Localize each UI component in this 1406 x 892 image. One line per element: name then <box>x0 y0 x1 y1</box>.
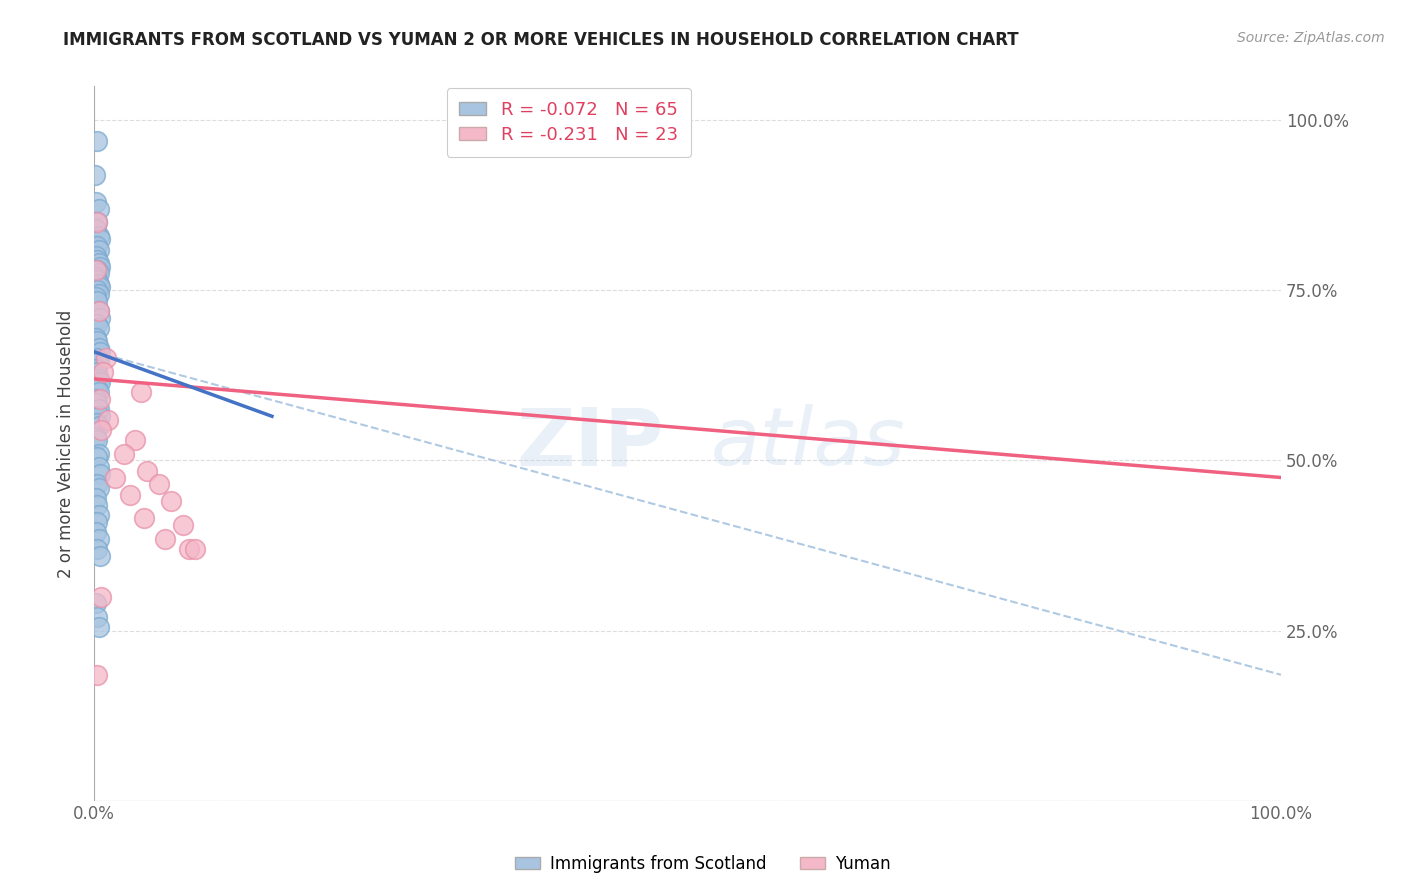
Point <box>89 310 111 325</box>
Point <box>87 620 110 634</box>
Point <box>87 508 110 522</box>
Point <box>86 334 108 349</box>
Point <box>84 194 107 209</box>
Point <box>84 392 107 407</box>
Point <box>131 385 153 400</box>
Point <box>87 341 110 355</box>
Text: ZIP: ZIP <box>516 404 664 483</box>
Point <box>136 464 159 478</box>
Point <box>86 667 108 681</box>
Point <box>90 590 112 604</box>
Point <box>87 481 110 495</box>
Point <box>90 423 112 437</box>
Point <box>86 318 108 332</box>
Point <box>84 430 107 444</box>
Point <box>89 392 111 407</box>
Point <box>84 596 107 610</box>
Point <box>87 372 110 386</box>
Point <box>87 303 110 318</box>
Point <box>86 515 108 529</box>
Point <box>86 284 108 298</box>
Point <box>84 168 107 182</box>
Point <box>86 263 108 277</box>
Point <box>87 385 110 400</box>
Point <box>86 416 108 430</box>
Point <box>184 541 207 556</box>
Point <box>87 277 110 291</box>
Point <box>86 477 108 491</box>
Point <box>86 610 108 624</box>
Point <box>87 243 110 257</box>
Point <box>84 290 107 304</box>
Point <box>87 532 110 546</box>
Point <box>87 402 110 417</box>
Point <box>84 263 107 277</box>
Point <box>86 252 108 267</box>
Point <box>153 532 176 546</box>
Point <box>177 541 200 556</box>
Point <box>86 541 108 556</box>
Point <box>86 395 108 409</box>
Point <box>87 447 110 461</box>
Point <box>86 433 108 447</box>
Point <box>86 382 108 396</box>
Point <box>84 524 107 539</box>
Point <box>87 286 110 301</box>
Point <box>112 447 135 461</box>
Point <box>87 202 110 216</box>
Point <box>89 467 111 482</box>
Point <box>87 256 110 270</box>
Point <box>86 293 108 308</box>
Text: IMMIGRANTS FROM SCOTLAND VS YUMAN 2 OR MORE VEHICLES IN HOUSEHOLD CORRELATION CH: IMMIGRANTS FROM SCOTLAND VS YUMAN 2 OR M… <box>63 31 1019 49</box>
Point <box>160 494 183 508</box>
Y-axis label: 2 or more Vehicles in Household: 2 or more Vehicles in Household <box>58 310 75 578</box>
Point <box>124 433 146 447</box>
Point <box>118 487 141 501</box>
Point <box>87 355 110 369</box>
Text: Source: ZipAtlas.com: Source: ZipAtlas.com <box>1237 31 1385 45</box>
Point <box>89 232 111 246</box>
Point <box>93 365 115 379</box>
Legend: Immigrants from Scotland, Yuman: Immigrants from Scotland, Yuman <box>509 848 897 880</box>
Point <box>86 351 108 366</box>
Point <box>86 215 108 229</box>
Point <box>87 419 110 434</box>
Point <box>87 460 110 475</box>
Point <box>104 470 127 484</box>
Point <box>86 134 108 148</box>
Point <box>89 376 111 390</box>
Point <box>84 491 107 505</box>
Point <box>148 477 170 491</box>
Point <box>84 222 107 236</box>
Point <box>86 498 108 512</box>
Point <box>87 229 110 244</box>
Point <box>86 450 108 464</box>
Point <box>86 365 108 379</box>
Point <box>87 321 110 335</box>
Point <box>97 412 120 426</box>
Point <box>89 409 111 424</box>
Point <box>132 511 155 525</box>
Point <box>87 303 110 318</box>
Point <box>89 280 111 294</box>
Point <box>87 267 110 281</box>
Point <box>84 361 107 376</box>
Point <box>86 273 108 287</box>
Point <box>89 549 111 563</box>
Legend: R = -0.072   N = 65, R = -0.231   N = 23: R = -0.072 N = 65, R = -0.231 N = 23 <box>447 88 690 157</box>
Point <box>172 518 194 533</box>
Text: atlas: atlas <box>711 404 905 483</box>
Point <box>86 215 108 229</box>
Point <box>86 239 108 253</box>
Point <box>84 249 107 263</box>
Point <box>84 331 107 345</box>
Point <box>94 351 117 366</box>
Point <box>84 269 107 284</box>
Point <box>89 260 111 274</box>
Point <box>89 344 111 359</box>
